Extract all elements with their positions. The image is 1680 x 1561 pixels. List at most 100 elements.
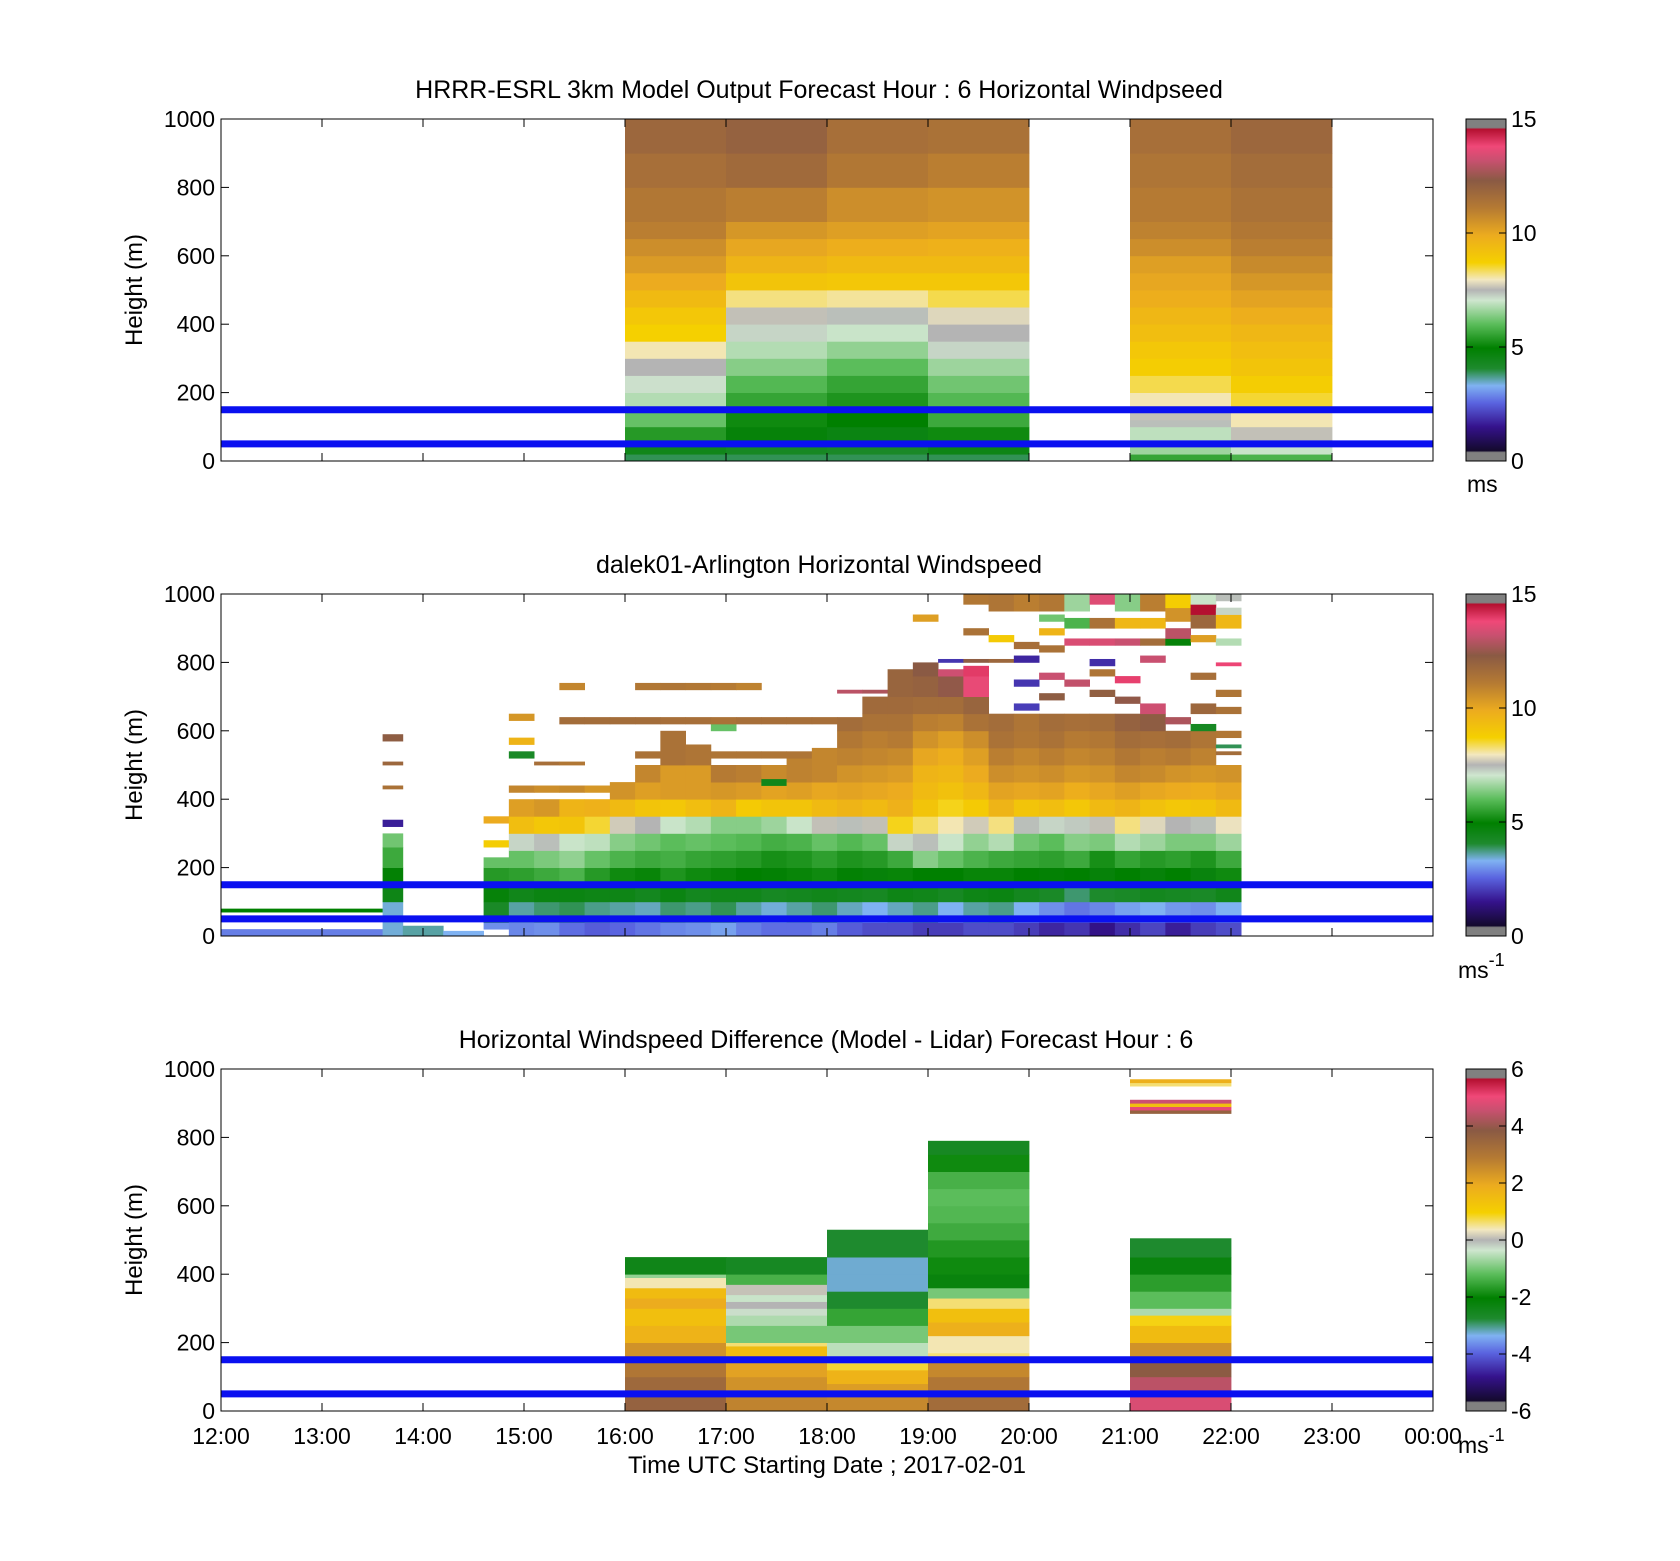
heatmap-cell — [584, 799, 611, 817]
heatmap-cell — [1231, 221, 1333, 240]
heatmap-cell — [625, 1277, 727, 1289]
heatmap-cell — [559, 799, 585, 817]
heatmap-cell — [963, 799, 989, 817]
heatmap-cell — [862, 730, 888, 749]
heatmap-cell — [1064, 867, 1090, 886]
heatmap-cell — [726, 426, 828, 441]
heatmap-cell — [625, 1325, 727, 1343]
heatmap-cell — [1140, 638, 1166, 646]
y-tick-label: 800 — [177, 174, 215, 200]
heatmap-cell — [938, 696, 964, 715]
heatmap-cell — [1165, 607, 1191, 622]
heatmap-cell — [559, 922, 585, 937]
heatmap-cell — [1013, 679, 1040, 687]
heatmap-cell — [761, 778, 787, 786]
heatmap-cell — [827, 1325, 929, 1343]
heatmap-cell — [988, 658, 1015, 663]
y-tick-label: 400 — [177, 311, 215, 337]
heatmap-cell — [1140, 594, 1166, 612]
heatmap-cell — [559, 816, 585, 834]
heatmap-cell — [827, 187, 929, 222]
heatmap-cell — [1231, 255, 1333, 274]
heatmap-cell — [660, 850, 686, 868]
heatmap-cell — [609, 867, 636, 886]
heatmap-cell — [1089, 669, 1116, 677]
heatmap-cell — [559, 717, 585, 725]
heatmap-cell — [1064, 816, 1090, 834]
heatmap-cell — [635, 682, 661, 691]
heatmap-cell — [710, 751, 737, 759]
heatmap-cell — [443, 930, 484, 937]
heatmap-cell — [736, 717, 762, 725]
heatmap-cell — [837, 799, 863, 817]
heatmap-cell — [827, 341, 929, 359]
heatmap-cell — [988, 747, 1015, 766]
heatmap-cell — [786, 751, 813, 759]
heatmap-cell — [508, 816, 535, 834]
heatmap-cell — [1013, 641, 1040, 650]
heatmap-cell — [534, 761, 560, 766]
heatmap-cell — [726, 255, 828, 274]
heatmap-cell — [508, 799, 535, 817]
heatmap-cell — [1039, 782, 1065, 800]
heatmap-cell — [928, 1222, 1030, 1241]
heatmap-cell — [912, 816, 939, 834]
y-tick-label: 1000 — [164, 1056, 215, 1082]
heatmap-cell — [862, 713, 888, 732]
heatmap-cell — [1215, 730, 1242, 739]
panel-difference-title: Horizontal Windspeed Difference (Model -… — [459, 1026, 1194, 1054]
heatmap-cell — [827, 255, 929, 274]
x-tick-label: 22:00 — [1202, 1423, 1260, 1449]
heatmap-cell — [827, 392, 929, 411]
heatmap-cell — [811, 782, 838, 800]
heatmap-cell — [1039, 833, 1065, 851]
y-tick-label: 1000 — [164, 106, 215, 132]
heatmap-cell — [963, 850, 989, 868]
heatmap-cell — [1190, 850, 1217, 868]
heatmap-cell — [736, 922, 762, 937]
heatmap-cell — [483, 857, 510, 868]
heatmap-cell — [1231, 307, 1333, 325]
heatmap-cell — [625, 1393, 727, 1412]
heatmap-cell — [726, 1294, 828, 1302]
heatmap-cell — [635, 782, 661, 800]
heatmap-cell — [786, 867, 813, 886]
heatmap-cell — [837, 747, 863, 766]
heatmap-cell — [625, 255, 727, 274]
heatmap-cell — [1231, 153, 1333, 188]
heatmap-cell — [786, 799, 813, 817]
heatmap-cell — [736, 765, 762, 783]
heatmap-cell — [938, 658, 964, 663]
y-tick-label: 600 — [177, 718, 215, 744]
heatmap-cell — [609, 782, 636, 800]
heatmap-cell — [685, 717, 712, 725]
heatmap-cell — [963, 747, 989, 766]
heatmap-cell — [887, 816, 914, 834]
y-tick-label: 200 — [177, 1330, 215, 1356]
y-tick-label: 400 — [177, 786, 215, 812]
heatmap-cell — [660, 922, 686, 937]
heatmap-cell — [827, 238, 929, 257]
heatmap-cell — [1039, 594, 1065, 612]
x-tick-label: 19:00 — [899, 1423, 957, 1449]
heatmap-cell — [726, 238, 828, 257]
heatmap-cell — [1039, 799, 1065, 817]
heatmap-cell — [1130, 375, 1232, 393]
heatmap-cell — [811, 799, 838, 817]
colorbar-tick-label: 5 — [1511, 334, 1524, 360]
heatmap-cell — [811, 922, 838, 937]
heatmap-cell — [862, 867, 888, 886]
heatmap-cell — [382, 847, 404, 868]
heatmap-cell — [887, 850, 914, 868]
heatmap-cell — [988, 782, 1015, 800]
heatmap-cell — [811, 867, 838, 886]
heatmap-cell — [827, 426, 929, 441]
heatmap-cell — [928, 409, 1030, 428]
heatmap-cell — [862, 689, 888, 694]
heatmap-cell — [1165, 765, 1191, 783]
heatmap-cell — [483, 884, 510, 903]
panel-lidar-colorbar — [1465, 593, 1507, 937]
heatmap-cell — [534, 850, 560, 868]
x-tick-label: 15:00 — [495, 1423, 553, 1449]
heatmap-cell — [988, 713, 1015, 732]
